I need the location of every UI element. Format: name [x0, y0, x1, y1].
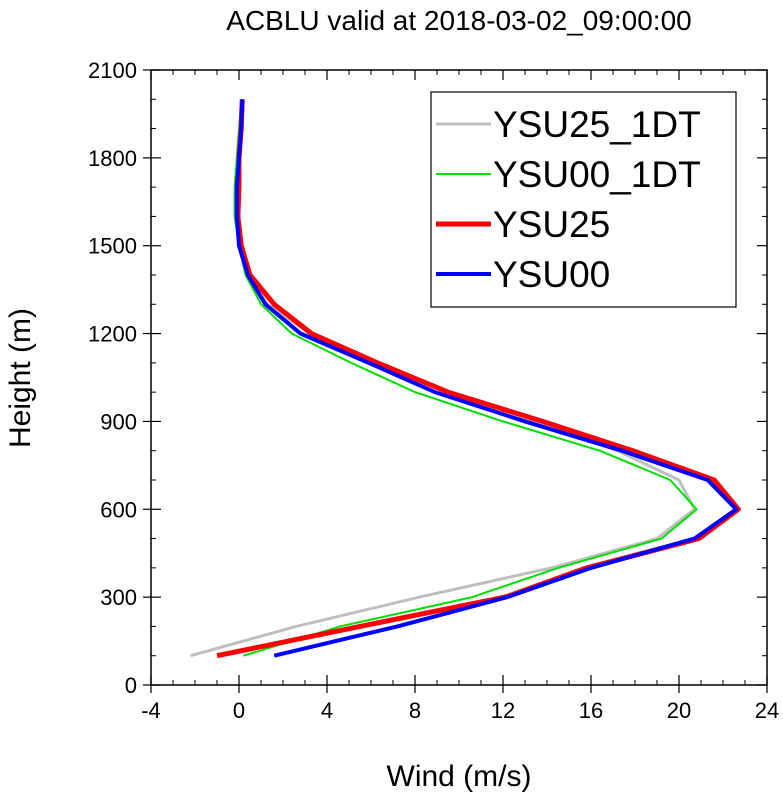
x-tick-label: 20 — [667, 698, 691, 723]
y-axis-title: Height (m) — [4, 308, 37, 448]
y-tick-label: 0 — [125, 673, 137, 698]
x-tick-label: 12 — [491, 698, 515, 723]
legend-box — [430, 91, 737, 308]
legend: YSU25_1DT YSU00_1DT YSU25 YSU00 — [430, 91, 737, 308]
legend-label: YSU25_1DT — [493, 104, 701, 145]
y-tick-label: 2100 — [88, 58, 137, 83]
legend-label: YSU00_1DT — [493, 154, 701, 195]
x-axis-title: Wind (m/s) — [387, 760, 532, 793]
x-tick-label: 4 — [321, 698, 333, 723]
x-tick-label: 16 — [579, 698, 603, 723]
series-line-ysu00-1dt — [233, 99, 698, 657]
chart-title: ACBLU valid at 2018-03-02_09:00:00 — [226, 5, 691, 36]
y-tick-label: 300 — [100, 585, 137, 610]
y-tick-label: 1800 — [88, 146, 137, 171]
y-tick-label: 1500 — [88, 234, 137, 259]
x-tick-label: 24 — [755, 698, 779, 723]
y-tick-label: 1200 — [88, 322, 137, 347]
series-group — [190, 99, 741, 659]
legend-label: YSU25 — [493, 204, 610, 245]
y-tick-label: 600 — [100, 497, 137, 522]
series-line-ysu00 — [234, 99, 739, 658]
x-tick-label: 8 — [409, 698, 421, 723]
legend-label: YSU00 — [493, 254, 610, 295]
y-tick-label: 900 — [100, 409, 137, 434]
x-tick-label: 0 — [233, 698, 245, 723]
x-tick-label: -4 — [141, 698, 161, 723]
